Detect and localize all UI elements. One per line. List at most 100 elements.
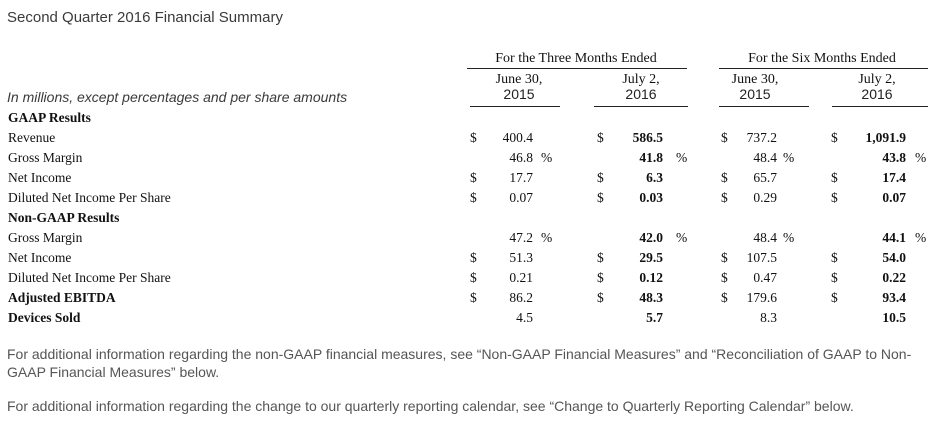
cell-value: 41.8 — [639, 150, 663, 165]
currency-symbol: $ — [470, 190, 477, 205]
currency-symbol: $ — [721, 130, 728, 145]
currency-symbol: $ — [470, 170, 477, 185]
cell-value: 48.3 — [639, 290, 663, 305]
six-months-rule — [719, 68, 928, 69]
table-row: Diluted Net Income Per Share $0.21 $0.12 $0… — [0, 268, 932, 288]
currency-symbol: $ — [831, 130, 838, 145]
cell-value: 10.5 — [882, 310, 906, 325]
column-year: 2015 — [503, 86, 535, 102]
percent-sign: % — [541, 150, 553, 165]
currency-symbol: $ — [597, 250, 604, 265]
table-row: Gross Margin 46.8% 41.8% 48.4% 43.8% — [0, 148, 932, 168]
three-months-header: For the Three Months Ended — [495, 51, 657, 66]
column-header-h1-2016: July 2, 2016 — [832, 72, 922, 102]
row-label: Net Income — [8, 170, 72, 185]
currency-symbol: $ — [470, 130, 477, 145]
section-header-row: Non-GAAP Results — [0, 208, 932, 228]
cell-value: 0.21 — [509, 270, 533, 285]
cell-value: 586.5 — [632, 130, 663, 145]
cell-value: 29.5 — [639, 250, 663, 265]
currency-symbol: $ — [831, 170, 838, 185]
row-label: Diluted Net Income Per Share — [8, 270, 171, 285]
currency-symbol: $ — [721, 270, 728, 285]
cell-value: 54.0 — [882, 250, 906, 265]
row-label: Adjusted EBITDA — [8, 290, 116, 305]
column-year: 2015 — [739, 86, 771, 102]
row-label: Diluted Net Income Per Share — [8, 190, 171, 205]
cell-value: 0.12 — [639, 270, 663, 285]
cell-value: 46.8 — [509, 150, 533, 165]
cell-value: 0.03 — [639, 190, 663, 205]
cell-value: 17.7 — [509, 170, 533, 185]
currency-symbol: $ — [597, 290, 604, 305]
currency-symbol: $ — [721, 250, 728, 265]
cell-value: 86.2 — [509, 290, 533, 305]
currency-symbol: $ — [721, 170, 728, 185]
row-label: Net Income — [8, 250, 72, 265]
row-label: Devices Sold — [8, 310, 81, 325]
table-row: Net Income $51.3 $29.5 $107.5 $54.0 — [0, 248, 932, 268]
table-row: Net Income $17.7 $6.3 $65.7 $17.4 — [0, 168, 932, 188]
cell-value: 0.22 — [882, 270, 906, 285]
section-title: Non-GAAP Results — [8, 210, 120, 225]
currency-symbol: $ — [831, 290, 838, 305]
currency-symbol: $ — [470, 270, 477, 285]
percent-sign: % — [783, 230, 795, 245]
currency-symbol: $ — [831, 190, 838, 205]
currency-symbol: $ — [721, 290, 728, 305]
column-rule — [832, 106, 928, 107]
column-rule — [470, 106, 560, 107]
cell-value: 5.7 — [646, 310, 663, 325]
cell-value: 43.8 — [882, 150, 906, 165]
currency-symbol: $ — [597, 130, 604, 145]
percent-sign: % — [676, 230, 688, 245]
cell-value: 0.07 — [882, 190, 906, 205]
percent-sign: % — [915, 150, 927, 165]
units-caption: In millions, except percentages and per … — [7, 89, 348, 105]
row-label: Gross Margin — [8, 230, 83, 245]
cell-value: 51.3 — [509, 250, 533, 265]
cell-value: 179.6 — [746, 290, 777, 305]
cell-value: 737.2 — [746, 130, 777, 145]
column-header-h1-2015: June 30, 2015 — [710, 72, 800, 102]
cell-value: 1,091.9 — [865, 130, 907, 145]
currency-symbol: $ — [831, 270, 838, 285]
table-row: Revenue $400.4 $586.5 $737.2 $1,091.9 — [0, 128, 932, 148]
column-rule — [594, 106, 688, 107]
currency-symbol: $ — [597, 190, 604, 205]
cell-value: 65.7 — [753, 170, 777, 185]
column-header-q2-2016: July 2, 2016 — [596, 72, 686, 102]
currency-symbol: $ — [470, 250, 477, 265]
table-row: Adjusted EBITDA $86.2 $48.3 $179.6 $93.4 — [0, 288, 932, 308]
section-header-row: GAAP Results — [0, 108, 932, 128]
page-title: Second Quarter 2016 Financial Summary — [7, 9, 283, 26]
percent-sign: % — [541, 230, 553, 245]
note-non-gaap: For additional information regarding the… — [7, 346, 912, 380]
cell-value: 400.4 — [502, 130, 533, 145]
currency-symbol: $ — [597, 170, 604, 185]
cell-value: 0.47 — [753, 270, 777, 285]
column-rule — [719, 106, 809, 107]
three-months-rule — [467, 68, 687, 69]
column-date: July 2, — [622, 72, 660, 87]
column-date: June 30, — [495, 72, 543, 87]
column-year: 2016 — [625, 86, 657, 102]
currency-symbol: $ — [470, 290, 477, 305]
cell-value: 6.3 — [646, 170, 663, 185]
table-row: Devices Sold 4.5 5.7 8.3 10.5 — [0, 308, 932, 328]
cell-value: 42.0 — [639, 230, 663, 245]
row-label: Gross Margin — [8, 150, 83, 165]
column-date: June 30, — [731, 72, 779, 87]
cell-value: 93.4 — [882, 290, 906, 305]
cell-value: 0.07 — [509, 190, 533, 205]
table-row: Diluted Net Income Per Share $0.07 $0.03 $0… — [0, 188, 932, 208]
currency-symbol: $ — [721, 190, 728, 205]
cell-value: 4.5 — [516, 310, 533, 325]
row-label: Revenue — [8, 130, 56, 145]
cell-value: 47.2 — [509, 230, 533, 245]
currency-symbol: $ — [597, 270, 604, 285]
cell-value: 48.4 — [753, 150, 777, 165]
percent-sign: % — [915, 230, 927, 245]
cell-value: 0.29 — [753, 190, 777, 205]
section-title: GAAP Results — [8, 110, 91, 125]
